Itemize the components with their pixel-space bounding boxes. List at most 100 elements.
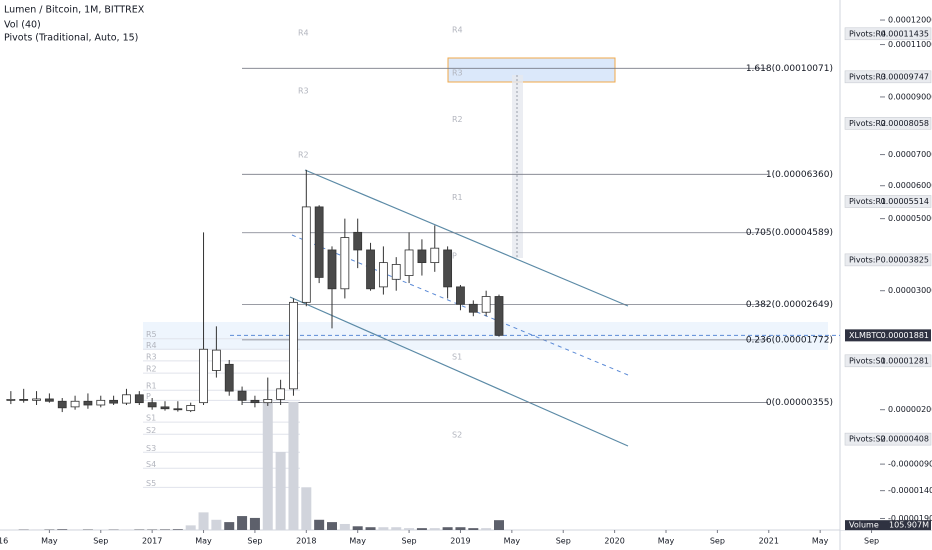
pivot-label: R4 — [452, 25, 463, 34]
x-tick-label: Sep — [247, 537, 262, 546]
x-tick-label: May — [504, 537, 521, 546]
pivot-label: R1 — [146, 382, 157, 391]
chart-title: Lumen / Bitcoin, 1M, BITTREX — [4, 5, 145, 16]
candle-body — [366, 249, 375, 290]
x-tick-label: 2016 — [0, 537, 8, 546]
channel-lower — [289, 296, 629, 447]
candle-body — [481, 296, 491, 313]
x-tick-label: May — [195, 537, 212, 546]
fib-label: 0.382(0.00002649) — [746, 300, 833, 310]
volume-bar — [494, 520, 504, 530]
candle-body — [32, 398, 41, 401]
candle-body — [263, 399, 273, 404]
candle-body — [353, 231, 363, 251]
pivot-label: P — [452, 251, 457, 260]
volume-bar — [160, 529, 170, 530]
candle-body — [44, 398, 54, 402]
volume-bar — [365, 527, 376, 530]
target-box — [447, 57, 616, 83]
pivot-axis-value: 0.00008058 — [881, 119, 929, 128]
volume-bar — [404, 528, 415, 530]
volume-bar — [224, 522, 235, 530]
volume-bar — [172, 529, 183, 530]
candle-body — [96, 399, 106, 406]
volume-value-label: 105.907M — [889, 521, 929, 530]
candle-body — [494, 296, 504, 336]
candle-body — [109, 399, 119, 404]
candle-body — [327, 249, 337, 290]
volume-name: Volume — [849, 521, 879, 530]
pivot-axis-value: 0.00005514 — [881, 197, 929, 206]
volume-bar — [339, 523, 350, 530]
x-tick-label: Sep — [864, 537, 879, 546]
pivot-label: R4 — [146, 341, 157, 350]
pivot-axis-box — [844, 195, 932, 208]
x-tick-label: 2020 — [604, 537, 624, 546]
pivot-axis-value: -0.00000408 — [878, 435, 929, 444]
indicator-label: Vol (40) — [4, 20, 41, 31]
candle-body — [173, 408, 183, 411]
fib-label: 0.236(0.00001772) — [746, 335, 833, 345]
pivot-axis-name: Pivots:P — [849, 255, 881, 264]
volume-bar — [442, 527, 453, 530]
volume-bar — [378, 527, 389, 530]
volume-bar — [275, 452, 286, 530]
volume-bar — [31, 529, 42, 530]
volume-bar — [237, 516, 248, 530]
volume-bar — [121, 529, 132, 530]
pivot-label: S5 — [146, 479, 156, 488]
projection — [512, 75, 523, 258]
volume-bar — [57, 529, 68, 530]
y-tick-label: 0.00003000 — [888, 286, 932, 295]
y-tick-label: 0.00012000 — [888, 16, 932, 25]
pivot-axis-name: Pivots:R2 — [849, 119, 886, 128]
volume-bar — [327, 522, 337, 530]
price-label: 0.00001881 — [881, 331, 929, 340]
candle-body — [468, 303, 478, 313]
volume-bar — [352, 526, 363, 530]
candle-body — [211, 349, 221, 371]
pivot-axis-name: Pivots:S1 — [849, 356, 886, 365]
x-tick-label: 2017 — [142, 537, 162, 546]
candle-body — [186, 405, 196, 412]
pivot-axis-name: Pivots:R3 — [849, 72, 886, 81]
indicator-label: Pivots (Traditional, Auto, 15) — [4, 33, 138, 44]
y-tick-label: -0.00001900 — [888, 514, 932, 523]
volume-bar — [262, 401, 273, 530]
volume-bar — [301, 487, 312, 530]
pivot-axis-value: 0.00001281 — [881, 356, 929, 365]
y-tick-label: 0.00005000 — [888, 214, 932, 223]
pivot-axis-box — [844, 27, 932, 41]
x-tick-label: 2021 — [759, 537, 779, 546]
pivot-axis-box — [844, 117, 932, 130]
pivot-label: R2 — [298, 150, 309, 159]
pivot-label: R3 — [298, 87, 309, 96]
candle-body — [83, 400, 93, 406]
pivot-label: S2 — [146, 426, 156, 435]
volume-bar — [391, 527, 402, 530]
pivot-axis-value: 0.00011435 — [881, 29, 929, 38]
volume-bar — [70, 529, 81, 530]
pivot-label: S1 — [452, 352, 462, 361]
pivot-band — [143, 322, 828, 350]
candle-body — [57, 400, 67, 409]
y-tick-label: 0.00000200 — [888, 405, 932, 414]
volume-label-box — [845, 520, 931, 531]
pivot-axis-box — [844, 432, 932, 446]
pivot-axis-box — [844, 70, 932, 84]
volume-bar — [211, 519, 222, 530]
layers — [143, 57, 828, 447]
volume-bar — [455, 527, 466, 530]
candle-body — [19, 399, 29, 401]
candle-body — [6, 399, 16, 401]
symbol-label: XLMBTC — [849, 331, 882, 340]
x-tick-label: May — [812, 537, 829, 546]
pivot-label: S3 — [146, 444, 156, 453]
pivot-label: S2 — [452, 431, 462, 440]
candle-body — [70, 400, 80, 408]
candle-body — [340, 237, 350, 290]
candle-body — [237, 390, 247, 401]
x-tick-label: May — [349, 537, 366, 546]
